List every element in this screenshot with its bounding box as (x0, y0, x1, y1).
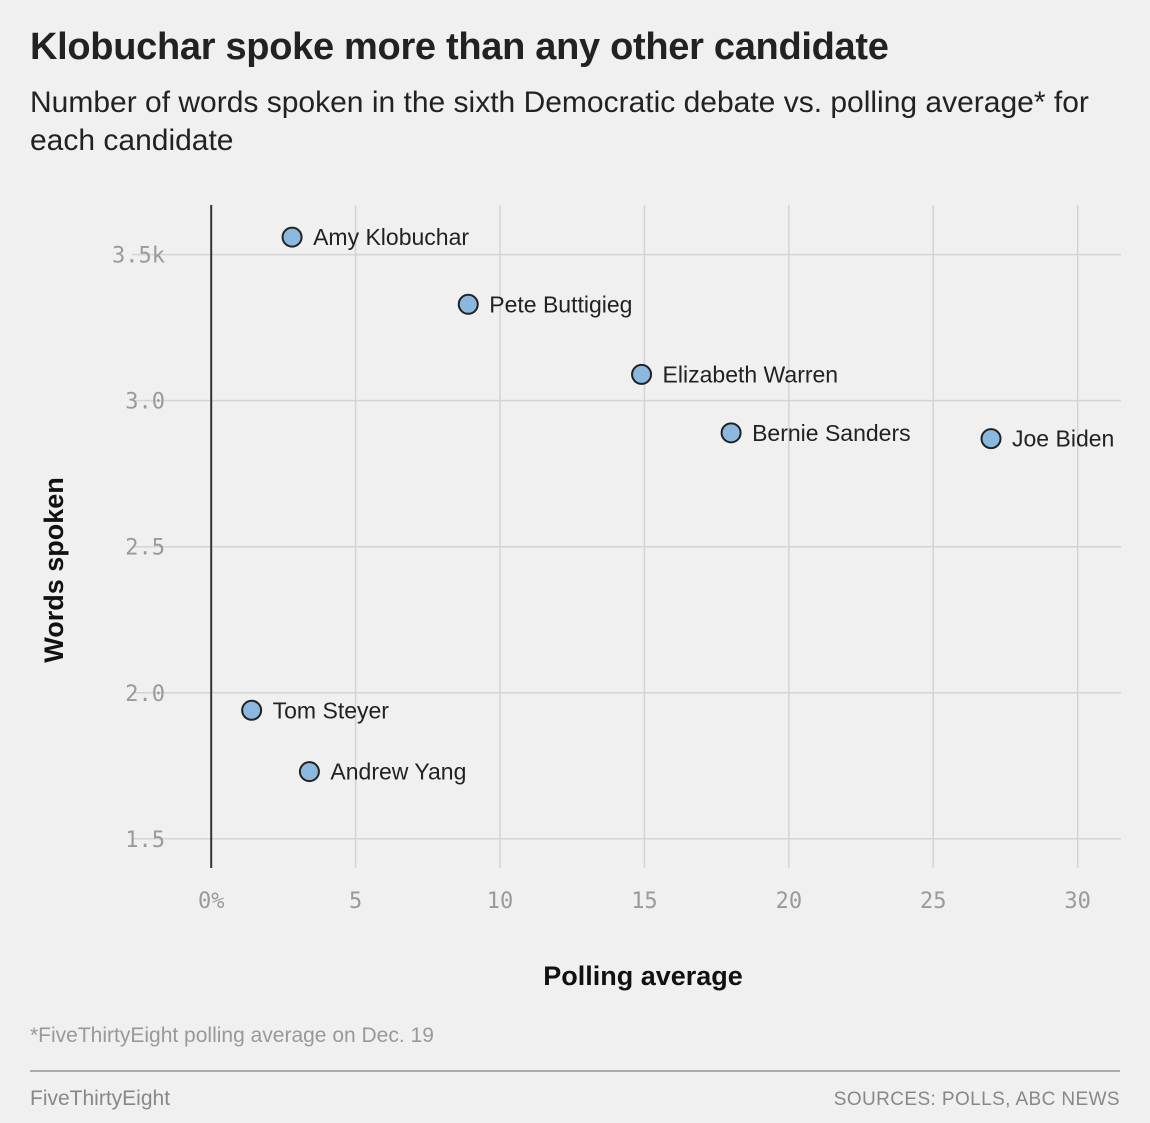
scatter-chart: 0% 5 10 15 20 25 30 1.5 2.0 2.5 3.0 3.5k Amy Klobuc… (39, 205, 1121, 991)
y-tick-label: 2.0 (125, 682, 165, 707)
grid-lines (132, 205, 1121, 868)
data-point (241, 699, 263, 721)
data-point-label: Joe Biden (1012, 426, 1114, 452)
y-tick-label: 3.0 (125, 390, 165, 415)
data-point-label: Bernie Sanders (752, 420, 911, 446)
tick-labels: 0% 5 10 15 20 25 30 1.5 2.0 2.5 3.0 3.5k (112, 244, 1091, 914)
data-point (631, 363, 653, 385)
footer-divider (30, 1070, 1120, 1072)
y-tick-label: 3.5k (112, 244, 165, 269)
data-point (720, 422, 742, 444)
x-tick-label: 5 (349, 889, 362, 914)
point-labels: Amy Klobuchar Pete Buttigieg Elizabeth War… (273, 224, 1115, 784)
y-tick-label: 2.5 (125, 536, 165, 561)
chart-title: Klobuchar spoke more than any other cand… (30, 26, 889, 68)
data-point (298, 761, 320, 783)
data-point-label: Amy Klobuchar (313, 224, 469, 250)
brand-name: FiveThirtyEight (30, 1087, 171, 1110)
data-point (281, 226, 303, 248)
data-point-label: Andrew Yang (330, 759, 466, 785)
sources-credit: SOURCES: POLLS, ABC NEWS (833, 1089, 1120, 1110)
data-point-label: Elizabeth Warren (663, 361, 839, 387)
x-tick-label: 30 (1064, 889, 1091, 914)
y-tick-label: 1.5 (125, 828, 165, 853)
x-tick-label: 15 (631, 889, 658, 914)
data-points (241, 226, 1002, 783)
x-tick-label: 25 (920, 889, 947, 914)
y-axis-title: Words spoken (39, 477, 69, 663)
x-tick-label: 20 (776, 889, 803, 914)
footnote: *FiveThirtyEight polling average on Dec.… (30, 1024, 434, 1047)
data-point (980, 428, 1002, 450)
data-point-label: Pete Buttigieg (489, 291, 632, 317)
x-tick-label: 10 (487, 889, 514, 914)
chart-subtitle: Number of words spoken in the sixth Demo… (30, 86, 1089, 157)
data-point (457, 293, 479, 315)
x-tick-label: 0% (198, 889, 225, 914)
data-point-label: Tom Steyer (273, 697, 390, 723)
x-axis-title: Polling average (543, 961, 743, 991)
